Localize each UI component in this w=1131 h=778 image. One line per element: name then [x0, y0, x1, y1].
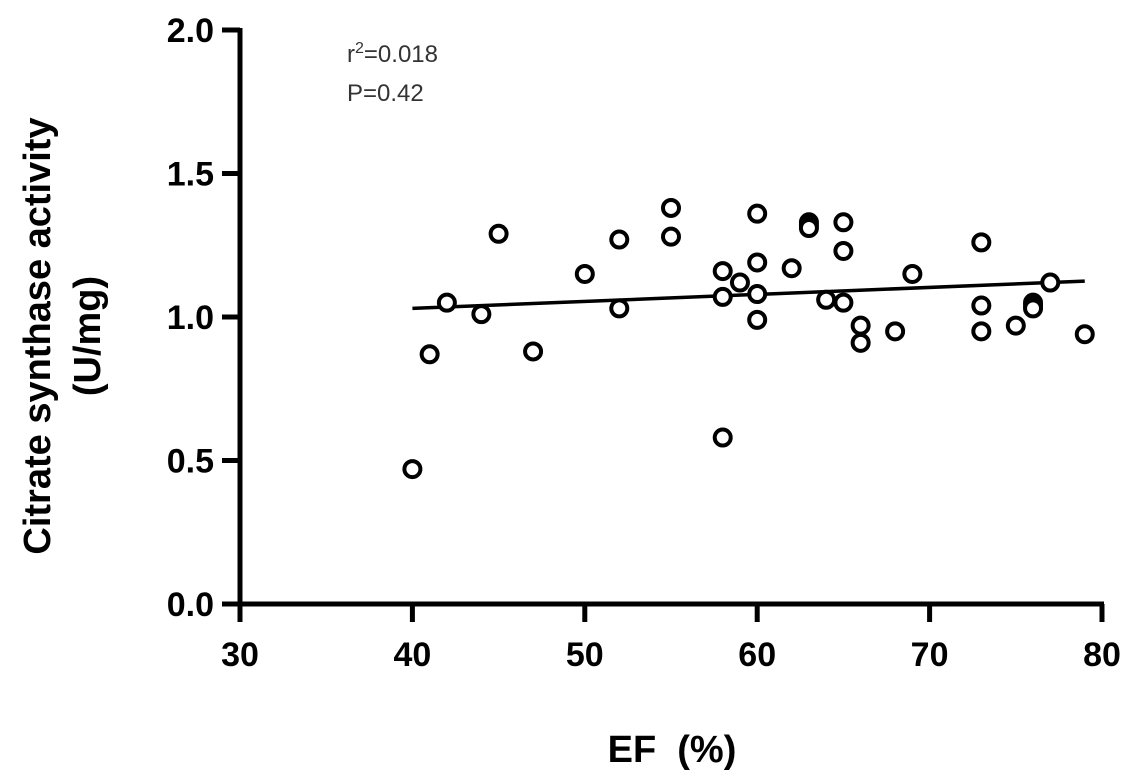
data-point [833, 212, 854, 233]
data-point [747, 284, 768, 305]
axes: 0.0 0.5 1.0 1.5 2.0 30 40 50 60 70 80 [167, 12, 1121, 674]
data-point [523, 341, 544, 362]
data-point [471, 304, 492, 325]
y-tick-label: 0.0 [167, 586, 214, 624]
data-point [712, 261, 733, 282]
y-tick-label: 0.5 [167, 443, 214, 481]
data-points [402, 197, 1095, 480]
data-point [902, 263, 923, 284]
data-point [747, 203, 768, 224]
data-point [833, 292, 854, 313]
data-point [609, 298, 630, 319]
data-point [850, 332, 871, 353]
data-point [850, 315, 871, 336]
data-point [747, 309, 768, 330]
data-point [747, 252, 768, 273]
data-point [971, 321, 992, 342]
data-point [661, 226, 681, 247]
x-tick-label: 70 [911, 636, 949, 674]
y-tick-label: 1.5 [167, 156, 214, 194]
data-point [574, 263, 595, 284]
data-point [885, 321, 906, 342]
data-point [712, 286, 733, 307]
data-point [1040, 272, 1061, 293]
data-point [436, 292, 457, 313]
x-tick-label: 60 [738, 636, 776, 674]
data-point [971, 232, 992, 253]
data-point [729, 272, 750, 293]
y-tick-label: 1.0 [167, 299, 214, 337]
y-axis-title-line1: Citrate synthase activity [17, 117, 59, 554]
data-point [419, 344, 440, 365]
p-value-label: P=0.42 [347, 80, 424, 107]
x-tick-label: 40 [393, 636, 431, 674]
data-point [609, 229, 630, 250]
data-point [1005, 315, 1026, 336]
x-tick-label: 30 [221, 636, 259, 674]
x-tick-label: 80 [1083, 636, 1121, 674]
x-ticks: 30 40 50 60 70 80 [221, 604, 1121, 674]
data-point [1023, 298, 1044, 319]
data-point [971, 295, 992, 316]
data-point [402, 459, 423, 480]
y-ticks: 0.0 0.5 1.0 1.5 2.0 [167, 12, 240, 624]
r-squared-label: r2=0.018 [347, 40, 438, 68]
data-point [1074, 324, 1095, 345]
data-point [661, 197, 681, 218]
data-point [798, 218, 819, 239]
data-point [781, 258, 802, 279]
y-axis-title-line2: (U/mg) [67, 276, 109, 396]
data-point [712, 427, 733, 448]
data-point [488, 223, 509, 244]
stats-annotation: r2=0.018 P=0.42 [347, 40, 438, 107]
x-axis-title: EF (%) [608, 729, 737, 771]
x-tick-label: 50 [566, 636, 604, 674]
data-point [816, 289, 837, 310]
y-tick-label: 2.0 [167, 12, 214, 50]
data-point [833, 240, 854, 261]
